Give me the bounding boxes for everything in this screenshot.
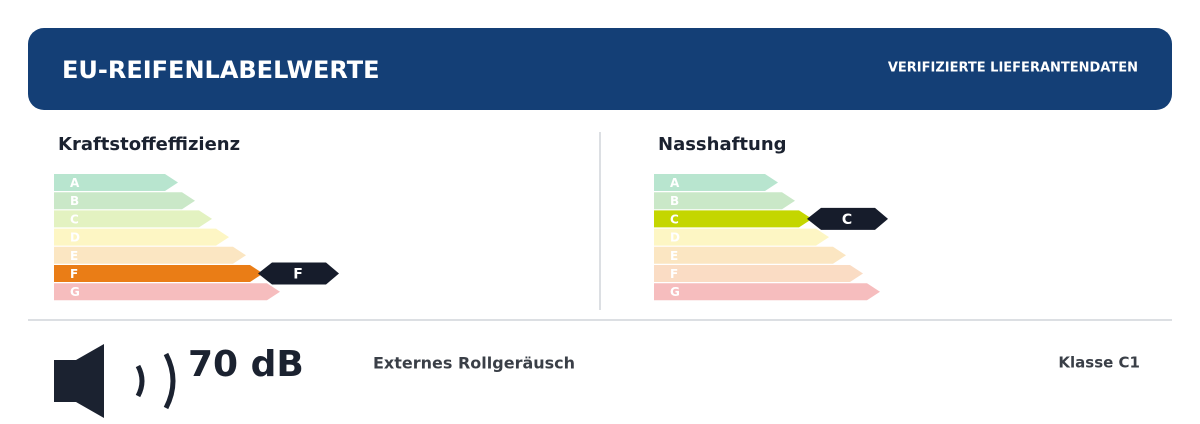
grade-bar (54, 210, 212, 228)
grade-bar (654, 210, 812, 228)
grade-bar (654, 246, 846, 264)
noise-label: Externes Rollgeräusch (373, 354, 575, 373)
noise-class: Klasse C1 (1058, 354, 1140, 372)
grade-letter: G (70, 285, 80, 299)
grade-letter: C (70, 212, 79, 226)
grade-bar (654, 174, 778, 191)
header-title: EU-REIFENLABELWERTE (62, 56, 380, 84)
grade-letter: F (670, 267, 678, 281)
rating-letter: F (293, 267, 303, 283)
grade-letter: G (670, 285, 680, 299)
grade-letter: E (70, 249, 78, 263)
grade-bar (54, 228, 229, 246)
rating-pointer (258, 262, 339, 285)
grade-bar (54, 192, 195, 210)
grade-letter: B (70, 194, 79, 208)
header-bar (28, 28, 1172, 110)
grade-letter: A (70, 176, 80, 190)
header-badge: VERIFIZIERTE LIEFERANTENDATEN (888, 61, 1138, 76)
grade-bar (654, 283, 880, 301)
grade-letter: A (670, 176, 680, 190)
grade-bar (654, 228, 829, 246)
grade-letter: F (70, 267, 78, 281)
grade-bar (54, 265, 263, 282)
grade-bar (54, 246, 246, 264)
grade-bar (654, 265, 863, 282)
noise-value: 70 dB (188, 344, 304, 385)
rating-pointer (807, 207, 888, 230)
fuel-title: Kraftstoffeffizienz (58, 134, 240, 155)
speaker-icon (54, 344, 176, 418)
grade-bar (54, 174, 178, 191)
grade-letter: C (670, 212, 679, 226)
grade-letter: B (670, 194, 679, 208)
grade-letter: E (670, 249, 678, 263)
grade-letter: D (70, 231, 80, 245)
rating-letter: C (842, 212, 852, 228)
grade-letter: D (670, 231, 680, 245)
wet-title: Nasshaftung (658, 134, 787, 155)
grade-bar (54, 283, 280, 301)
grade-bar (654, 192, 795, 210)
